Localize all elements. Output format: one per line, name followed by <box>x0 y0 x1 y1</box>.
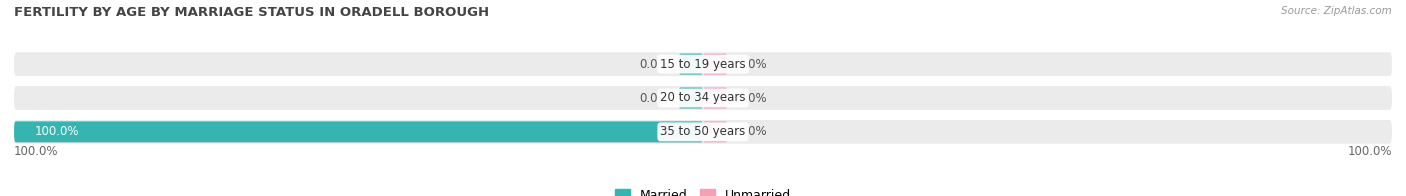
Text: 0.0%: 0.0% <box>638 92 669 104</box>
Text: Source: ZipAtlas.com: Source: ZipAtlas.com <box>1281 6 1392 16</box>
Text: 0.0%: 0.0% <box>638 58 669 71</box>
Text: 0.0%: 0.0% <box>738 92 768 104</box>
Text: 100.0%: 100.0% <box>35 125 79 138</box>
Text: 100.0%: 100.0% <box>14 145 59 158</box>
FancyBboxPatch shape <box>679 54 703 75</box>
Legend: Married, Unmarried: Married, Unmarried <box>610 184 796 196</box>
FancyBboxPatch shape <box>14 120 1392 144</box>
FancyBboxPatch shape <box>14 86 1392 110</box>
FancyBboxPatch shape <box>14 121 703 142</box>
Text: 100.0%: 100.0% <box>1347 145 1392 158</box>
FancyBboxPatch shape <box>679 87 703 109</box>
FancyBboxPatch shape <box>703 54 727 75</box>
FancyBboxPatch shape <box>14 52 1392 76</box>
Text: 35 to 50 years: 35 to 50 years <box>661 125 745 138</box>
Text: 15 to 19 years: 15 to 19 years <box>661 58 745 71</box>
Text: 0.0%: 0.0% <box>738 58 768 71</box>
Text: 0.0%: 0.0% <box>738 125 768 138</box>
FancyBboxPatch shape <box>703 121 727 142</box>
Text: 20 to 34 years: 20 to 34 years <box>661 92 745 104</box>
Text: FERTILITY BY AGE BY MARRIAGE STATUS IN ORADELL BOROUGH: FERTILITY BY AGE BY MARRIAGE STATUS IN O… <box>14 6 489 19</box>
FancyBboxPatch shape <box>703 87 727 109</box>
